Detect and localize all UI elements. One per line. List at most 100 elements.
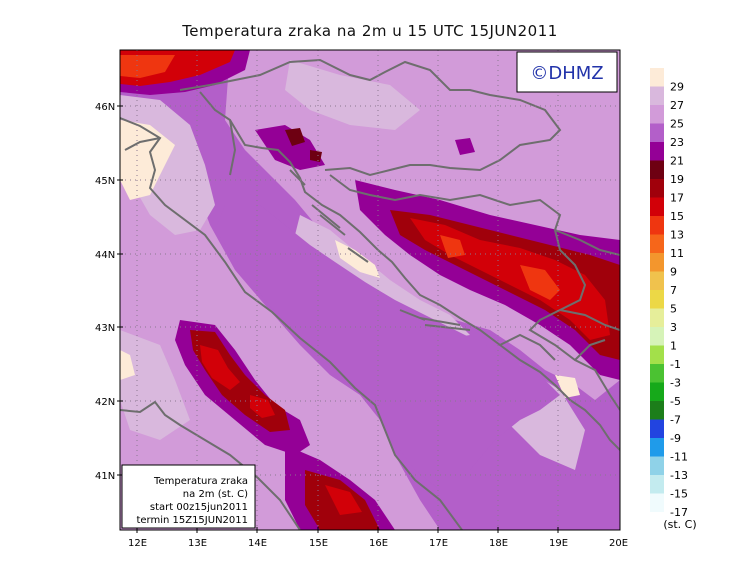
colorbar-swatch <box>650 68 664 87</box>
logo-text: ©DHMZ <box>530 63 603 84</box>
colorbar-swatch <box>650 419 664 438</box>
field-t13-nw <box>120 55 175 78</box>
field-t19-north-patch <box>285 128 305 146</box>
lat-label-46: 46N <box>95 102 115 113</box>
lon-label-17: 17E <box>429 538 448 549</box>
lon-label-18: 18E <box>489 538 508 549</box>
border-montenegro <box>499 333 606 361</box>
field-t15-italy-2 <box>250 395 275 418</box>
colorbar-label: -7 <box>670 414 681 427</box>
coast-istria-dalmatia <box>229 119 620 451</box>
lat-label-45: 45N <box>95 176 115 187</box>
field-t29-coast <box>335 240 380 278</box>
logo-box <box>516 51 618 93</box>
colorbar-label: -15 <box>670 488 688 501</box>
field-t21-north <box>255 125 325 170</box>
colorbar-swatch <box>650 475 664 494</box>
colorbar-swatch <box>650 123 664 142</box>
colorbar-label: 5 <box>670 303 677 316</box>
field-t13-balkans-2 <box>440 235 465 258</box>
lat-label-44: 44N <box>95 250 115 261</box>
colorbar-label: -3 <box>670 377 681 390</box>
colorbar-swatch <box>650 105 664 124</box>
colorbar-swatch <box>650 308 664 327</box>
info-box <box>121 464 256 529</box>
info-line-2: na 2m (st. C) <box>183 489 248 500</box>
colorbar-swatch <box>650 456 664 475</box>
colorbar-label: 21 <box>670 155 684 168</box>
colorbar-swatch <box>650 160 664 179</box>
field-t19-north-patch-2 <box>310 150 322 162</box>
field-t29-w <box>120 120 175 200</box>
field-t29-sw <box>120 350 135 380</box>
graticule <box>120 50 620 530</box>
colorbar-swatch <box>650 438 664 457</box>
colorbar-swatch <box>650 86 664 105</box>
colorbar-label: -11 <box>670 451 688 464</box>
colorbar-label: 7 <box>670 284 677 297</box>
colorbar: 29 27 25 23 21 19 17 15 13 11 9 7 5 3 1 -1 -3 -5 -7 -9 -11 -1… <box>650 68 688 519</box>
field-t29-se <box>555 375 580 398</box>
field-t21-ne-patch <box>455 138 475 155</box>
colorbar-unit: (st. C) <box>663 518 696 531</box>
field-sea-adriatic <box>215 195 560 490</box>
colorbar-label: 1 <box>670 340 677 353</box>
border-nw <box>124 91 237 176</box>
colorbar-label: -1 <box>670 358 681 371</box>
lon-label-12: 12E <box>128 538 147 549</box>
colorbar-swatch <box>650 234 664 253</box>
colorbar-swatch <box>650 197 664 216</box>
colorbar-label: -17 <box>670 506 688 519</box>
colorbar-swatch <box>650 179 664 198</box>
lon-label-19: 19E <box>549 538 568 549</box>
border-north <box>179 58 562 177</box>
colorbar-swatch <box>650 364 664 383</box>
lat-label-42: 42N <box>95 397 115 408</box>
colorbar-label: 17 <box>670 192 684 205</box>
info-line-1: Temperatura zraka <box>153 476 248 487</box>
colorbar-swatch <box>650 327 664 346</box>
temperature-field <box>120 50 620 530</box>
map-title: Temperatura zraka na 2m u 15 UTC 15JUN20… <box>182 22 558 40</box>
colorbar-swatch <box>650 493 664 512</box>
lat-axis: 46N 45N 44N 43N 42N 41N <box>95 102 123 482</box>
colorbar-label: 11 <box>670 247 684 260</box>
border-balkans <box>329 174 620 411</box>
colorbar-swatch <box>650 290 664 309</box>
lon-label-13: 13E <box>188 538 207 549</box>
coastlines <box>120 58 620 530</box>
colorbar-swatch <box>650 253 664 272</box>
coast-italy-east <box>120 117 463 530</box>
colorbar-label: 23 <box>670 136 684 149</box>
colorbar-label: -5 <box>670 395 681 408</box>
lat-label-43: 43N <box>95 323 115 334</box>
colorbar-label: 9 <box>670 266 677 279</box>
lon-label-20: 20E <box>609 538 628 549</box>
lon-label-14: 14E <box>248 538 267 549</box>
field-t15-south <box>325 485 362 515</box>
lon-label-15: 15E <box>309 538 328 549</box>
colorbar-swatch <box>650 401 664 420</box>
colorbar-label: 29 <box>670 81 684 94</box>
colorbar-label: 15 <box>670 210 684 223</box>
colorbar-label: -9 <box>670 432 681 445</box>
info-line-3: start 00z15jun2011 <box>150 502 248 513</box>
map-frame <box>119 49 621 531</box>
border-east <box>554 229 620 331</box>
coast-italy-west <box>120 400 301 530</box>
colorbar-label: 3 <box>670 321 677 334</box>
colorbar-label: 25 <box>670 118 684 131</box>
info-line-4: termin 15Z15JUN2011 <box>136 515 248 526</box>
coast-islands <box>289 169 471 331</box>
colorbar-swatch <box>650 271 664 290</box>
lat-label-41: 41N <box>95 471 115 482</box>
field-t13-balkans <box>520 265 560 300</box>
colorbar-label: 13 <box>670 229 684 242</box>
colorbar-swatch <box>650 216 664 235</box>
colorbar-swatch <box>650 142 664 161</box>
colorbar-label: 19 <box>670 173 684 186</box>
colorbar-label: 27 <box>670 99 684 112</box>
colorbar-swatch <box>650 382 664 401</box>
colorbar-label: -13 <box>670 469 688 482</box>
